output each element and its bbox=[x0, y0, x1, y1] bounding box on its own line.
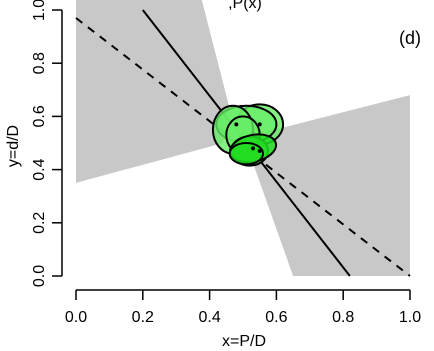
data-point-2 bbox=[251, 146, 256, 151]
data-point-0 bbox=[234, 122, 239, 127]
y-tick-label-3: 0.6 bbox=[31, 105, 48, 127]
x-axis-title: x=P/D bbox=[222, 333, 266, 350]
x-tick-label-1: 0.2 bbox=[132, 309, 154, 326]
top-label-fragment: ,P(x) bbox=[228, 0, 262, 12]
y-tick-label-2: 0.4 bbox=[31, 158, 48, 180]
x-tick-label-3: 0.6 bbox=[265, 309, 287, 326]
y-tick-label-5: 1.0 bbox=[31, 0, 48, 21]
y-tick-label-1: 0.2 bbox=[31, 212, 48, 234]
x-tick-label-0: 0.0 bbox=[65, 309, 87, 326]
panel-label: (d) bbox=[399, 28, 421, 48]
axes: 0.0 0.2 0.4 0.6 0.8 1.0 0.0 0.2 0.4 0.6 0.8 1.0 bbox=[31, 0, 421, 326]
y-tick-label-4: 0.8 bbox=[31, 52, 48, 74]
data-point-1 bbox=[257, 122, 262, 127]
confidence-ellipse-6 bbox=[228, 142, 265, 166]
y-tick-label-0: 0.0 bbox=[31, 265, 48, 287]
y-axis-title: y=d/D bbox=[5, 125, 22, 167]
x-tick-label-5: 1.0 bbox=[399, 309, 421, 326]
x-tick-label-2: 0.4 bbox=[198, 309, 220, 326]
plot-area bbox=[75, 0, 411, 277]
x-tick-label-4: 0.8 bbox=[332, 309, 354, 326]
data-point-3 bbox=[257, 148, 262, 153]
